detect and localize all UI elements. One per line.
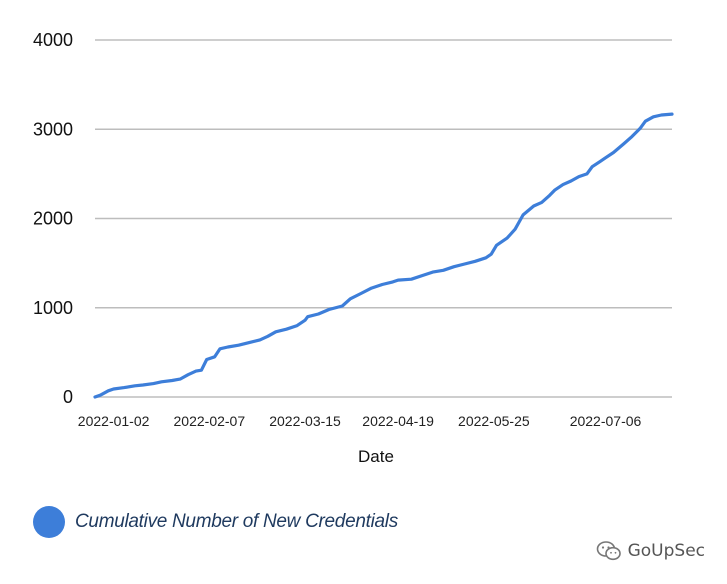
- x-tick-label: 2022-03-15: [269, 413, 341, 429]
- watermark: GoUpSec: [596, 540, 705, 562]
- gridlines: [95, 39, 672, 398]
- y-tick-label: 2000: [33, 209, 73, 229]
- legend: Cumulative Number of New Credentials: [33, 506, 398, 538]
- y-tick-label: 3000: [33, 119, 73, 139]
- series-lines: [93, 112, 674, 399]
- legend-swatch: [33, 506, 65, 538]
- y-tick-label: 4000: [33, 30, 73, 50]
- x-tick-label: 2022-04-19: [362, 413, 434, 429]
- x-axis-ticks: 2022-01-02 2022-02-07 2022-03-15 2022-04-19…: [78, 413, 642, 429]
- series-line-0: [93, 112, 674, 399]
- x-tick-label: 2022-05-25: [458, 413, 530, 429]
- x-axis-title: Date: [358, 447, 394, 466]
- legend-label: Cumulative Number of New Credentials: [75, 511, 398, 532]
- wechat-icon: [596, 541, 621, 561]
- y-tick-label: 0: [63, 387, 73, 407]
- watermark-text: GoUpSec: [627, 541, 705, 561]
- x-tick-label: 2022-07-06: [570, 413, 642, 429]
- y-tick-label: 1000: [33, 298, 73, 318]
- x-tick-label: 2022-02-07: [174, 413, 246, 429]
- x-tick-label: 2022-01-02: [78, 413, 150, 429]
- y-axis-ticks: 0 1000 2000 3000 4000: [33, 30, 73, 407]
